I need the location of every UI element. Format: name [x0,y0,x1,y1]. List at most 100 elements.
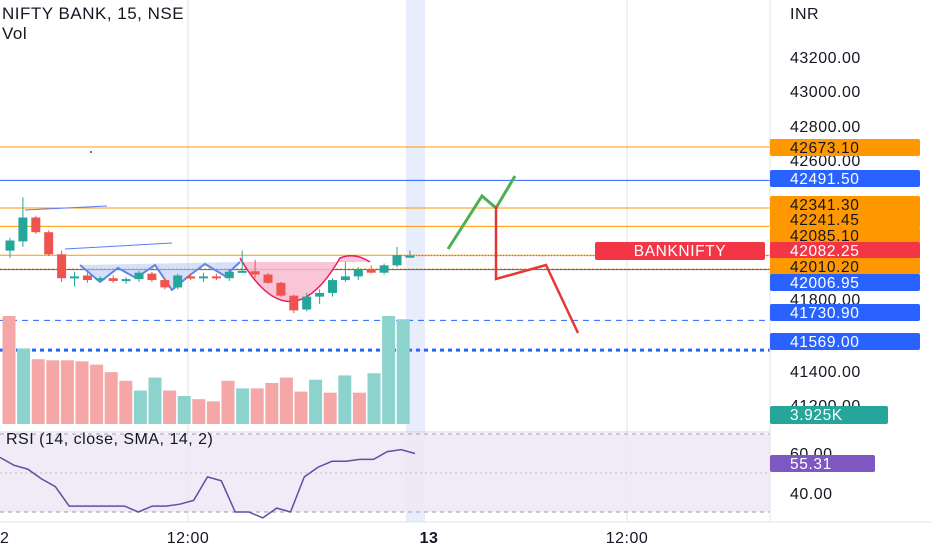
rsi-line [0,448,416,519]
volume-bar [206,401,220,424]
volume-bar [60,360,74,424]
candle-body [70,276,79,279]
time-tick: 12:00 [606,530,649,547]
candle-body [328,280,337,293]
volume-bar [90,364,104,424]
price-tick: 42600.00 [790,153,861,170]
price-tag: 42006.95 [790,275,859,292]
volume-bar [104,372,118,424]
candle-body [95,278,105,281]
volume-bar [17,348,31,424]
price-tag: 42085.10 [790,228,859,245]
volume-bar [31,359,45,424]
price-tick: 42800.00 [790,119,861,136]
rsi-value-tag-bg [770,455,875,472]
volume-bar [2,316,16,424]
symbol-tag-bg [595,242,765,260]
candle-body [82,275,92,281]
volume-bar [163,390,177,424]
candle-body [173,275,183,288]
volume-bar [396,319,410,424]
chart-legend: NIFTY BANK, 15, NSE Vol [2,4,184,44]
candle-body [224,271,234,279]
candle-body [276,282,286,296]
cup-line [239,255,371,302]
trend-line [24,205,108,211]
volume-label: Vol [2,24,28,43]
price-tag: 42673.10 [790,140,859,157]
volume-bar [46,360,60,424]
volume-bar [279,377,293,424]
trend-line [64,242,173,250]
price-tag-bg [770,196,920,213]
volume-bar [133,390,147,424]
price-tick: 41400.00 [790,364,861,381]
volume-tag-bg [770,406,888,424]
price-tag: 42491.50 [790,171,859,188]
pattern-line [79,261,241,292]
candle-body [134,272,144,280]
candle-body [186,276,196,279]
symbol-title: NIFTY BANK, 15, NSE [2,4,185,23]
candle-body [44,232,54,255]
volume-bar [75,361,89,424]
price-tag: 42010.20 [790,259,859,276]
price-tag-bg [770,227,920,244]
rsi-label: RSI (14, close, SMA, 14, 2) [6,431,213,448]
price-tag-bg [770,274,920,291]
price-tag: 41569.00 [790,334,859,351]
candle-body [31,217,41,233]
volume-bar [352,392,366,424]
price-tick: 43000.00 [790,84,861,101]
volume-bar [250,388,264,424]
volume-bar [309,379,323,424]
candle-body [289,295,299,311]
volume-bar [221,380,235,424]
price-tag: 41730.90 [790,305,859,322]
price-tag-bg [770,242,920,259]
candle-body [392,255,402,266]
candle-body [57,254,67,279]
cup-fill [240,255,370,302]
time-tick: 12:00 [167,530,210,547]
candle-body [199,276,208,279]
symbol-tag: BANKNIFTY [634,243,726,260]
volume-bar [236,388,250,424]
volume-bar [367,373,381,424]
candle-body [263,274,273,283]
candle-body [5,240,15,251]
candles [5,197,415,314]
volume-bar [119,380,133,424]
candle-body [315,292,325,297]
rsi-value-tag: 55.31 [790,456,832,473]
candle-body [366,269,376,273]
projection-down [494,206,580,334]
candle-body [160,280,170,288]
time-tick-day: 13 [420,530,439,547]
projection-up [446,175,517,250]
price-tag-bg [770,170,920,187]
candle-body [18,217,28,242]
candle-body [340,276,350,281]
price-tag: 42341.30 [790,197,859,214]
candle-body [405,255,415,258]
price-tag-bg [770,304,920,321]
price-tag-bg [770,211,920,228]
session-highlight [406,0,425,522]
marker-dot [90,151,92,153]
volume-tag: 3.925K [790,407,843,424]
candle-body [353,269,363,277]
volume-bar [338,375,352,424]
candle-body [147,273,157,281]
candle-body [211,276,221,279]
price-tag: 42082.25 [790,243,859,260]
volume-bar [265,382,279,424]
price-tag-bg [770,258,920,275]
currency-label: INR [790,6,819,23]
rsi-tick: 40.00 [790,486,833,503]
price-tick: 43200.00 [790,50,861,67]
price-tag-bg [770,139,920,156]
volume-bar [323,392,337,424]
time-tick: 2 [0,530,9,547]
